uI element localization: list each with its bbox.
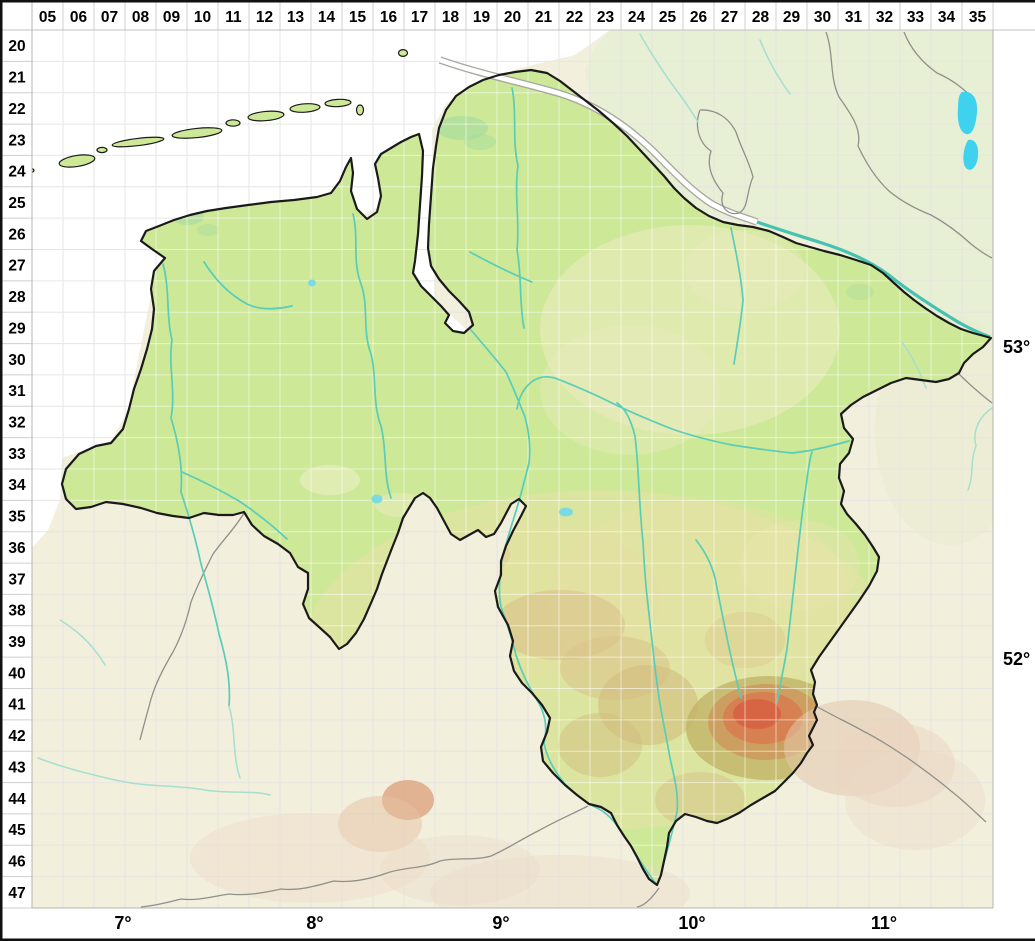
lakes (308, 91, 979, 517)
river-leine (616, 402, 679, 867)
column-label: 15 (349, 9, 367, 26)
river-aller (516, 375, 850, 454)
row-label: 25 (8, 195, 26, 212)
right-margin (993, 0, 1035, 941)
row-label: 42 (8, 728, 25, 745)
longitude-label: 9° (492, 913, 509, 933)
margin-grid-lines (2, 2, 994, 909)
neighbor-borders (139, 31, 993, 908)
column-label: 07 (101, 9, 118, 26)
column-label: 33 (907, 9, 925, 26)
neighbor-region-north (585, 30, 993, 340)
row-label: 43 (8, 759, 26, 776)
row-label: 36 (8, 540, 26, 557)
river-ems (162, 263, 231, 707)
column-label: 35 (969, 9, 987, 26)
terrain-shading-outside (190, 700, 985, 931)
column-label: 18 (442, 9, 460, 26)
longitude-label: 8° (306, 913, 323, 933)
row-label: 47 (8, 885, 25, 902)
column-label: 30 (814, 9, 831, 26)
longitude-label: 11° (871, 913, 897, 933)
row-label: 26 (8, 226, 26, 243)
row-label: 21 (8, 70, 26, 87)
frame-edge-left (0, 0, 3, 941)
column-label: 28 (752, 9, 770, 26)
row-label: 22 (8, 101, 25, 118)
row-label: 44 (8, 791, 26, 808)
labels-layer: 05 06 07 08 09 10 11 12 13 14 15 16 17 18 19 20 21 22 23 24… (8, 9, 1030, 933)
row-label: 37 (8, 571, 25, 588)
elbe-river (438, 56, 991, 339)
column-label: 34 (938, 9, 956, 26)
row-label: 34 (8, 477, 26, 494)
column-label: 31 (845, 9, 863, 26)
lake-steinhuder-meer (559, 507, 573, 517)
row-label: 24 (8, 164, 26, 181)
column-label: 13 (287, 9, 305, 26)
column-label: 17 (411, 9, 428, 26)
column-label: 06 (70, 9, 88, 26)
islands (0, 48, 409, 185)
column-label: 24 (628, 9, 646, 26)
column-label: 11 (225, 9, 242, 26)
longitude-label: 10° (678, 913, 705, 933)
row-label: 33 (8, 446, 26, 463)
lake-northeast (957, 91, 978, 135)
row-label: 31 (8, 383, 26, 400)
latitude-label: 52° (1003, 649, 1030, 669)
row-label: 28 (8, 289, 26, 306)
lake-duemmer (371, 494, 383, 504)
column-label: 26 (690, 9, 708, 26)
rivers-outside (37, 33, 993, 796)
row-label: 35 (8, 509, 26, 526)
column-label: 19 (473, 9, 491, 26)
column-label: 22 (566, 9, 583, 26)
frame-edge-top (0, 0, 1035, 3)
row-label: 27 (8, 258, 25, 275)
column-label: 25 (659, 9, 677, 26)
longitude-label: 7° (114, 913, 131, 933)
column-label: 23 (597, 9, 615, 26)
row-label: 40 (8, 665, 25, 682)
row-label: 30 (8, 352, 25, 369)
row-label: 46 (8, 853, 26, 870)
column-label: 29 (783, 9, 801, 26)
column-label: 20 (504, 9, 521, 26)
column-label: 21 (535, 9, 553, 26)
column-label: 08 (132, 9, 150, 26)
column-label: 12 (256, 9, 273, 26)
row-label: 45 (8, 822, 26, 839)
column-label: 14 (318, 9, 336, 26)
header-margin (0, 0, 1035, 30)
row-label: 38 (8, 603, 26, 620)
row-label: 29 (8, 320, 26, 337)
column-label: 27 (721, 9, 738, 26)
column-label: 05 (39, 9, 57, 26)
north-sea (32, 30, 610, 548)
bottom-margin (0, 908, 1035, 941)
row-label: 23 (8, 132, 26, 149)
row-label: 32 (8, 414, 25, 431)
row-label: 20 (8, 38, 25, 55)
left-margin (0, 0, 32, 941)
column-label: 16 (380, 9, 398, 26)
column-label: 09 (163, 9, 181, 26)
row-label: 41 (8, 697, 26, 714)
column-label: 32 (876, 9, 893, 26)
row-label: 39 (8, 634, 26, 651)
frame-edge-bottom (0, 938, 1035, 941)
column-label: 10 (194, 9, 211, 26)
hamburg-border (696, 109, 754, 215)
latitude-label: 53° (1003, 337, 1030, 357)
